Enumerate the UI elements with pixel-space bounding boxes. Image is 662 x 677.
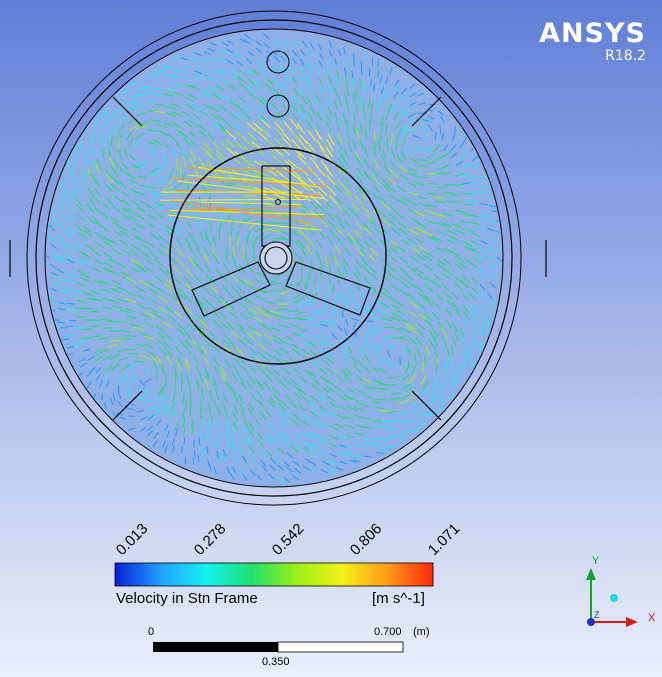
axis-triad[interactable]: Y Z X bbox=[586, 555, 656, 627]
velocity-vector bbox=[374, 130, 375, 141]
legend-bar bbox=[115, 563, 433, 586]
velocity-vector bbox=[200, 431, 201, 440]
axis-label-z: Z bbox=[594, 610, 600, 620]
velocity-vector bbox=[461, 365, 462, 373]
scale-bar bbox=[153, 642, 403, 652]
velocity-vector bbox=[105, 140, 106, 149]
legend-tick-label: 0.278 bbox=[191, 520, 230, 559]
legend-tick-label: 0.542 bbox=[269, 520, 308, 559]
scale-end: 0.700 bbox=[374, 626, 402, 638]
velocity-vector bbox=[199, 438, 200, 445]
velocity-vector bbox=[375, 427, 383, 428]
velocity-vector bbox=[193, 458, 194, 465]
velocity-vector bbox=[145, 87, 154, 88]
velocity-vector bbox=[389, 429, 397, 430]
color-legend: 0.013 0.278 0.542 0.806 1.071 bbox=[113, 520, 464, 586]
velocity-vector bbox=[207, 214, 208, 222]
velocity-vector bbox=[77, 317, 86, 318]
axis-label-y: Y bbox=[592, 555, 600, 567]
legend-tick-label: 0.013 bbox=[113, 520, 152, 559]
legend-tick-label: 1.071 bbox=[425, 520, 464, 559]
velocity-vector bbox=[374, 439, 382, 440]
velocity-vector bbox=[148, 187, 157, 188]
legend-tick-label: 0.806 bbox=[347, 520, 386, 559]
velocity-vector bbox=[137, 167, 146, 168]
legend-title: Velocity in Stn Frame bbox=[116, 590, 258, 607]
velocity-vector bbox=[356, 88, 357, 98]
velocity-vector bbox=[145, 92, 154, 93]
scale-mid: 0.350 bbox=[262, 656, 290, 668]
velocity-vector bbox=[371, 113, 372, 123]
velocity-vector bbox=[435, 132, 436, 140]
velocity-vector bbox=[361, 61, 362, 69]
scale-unit: (m) bbox=[413, 626, 430, 638]
scale-start: 0 bbox=[148, 626, 154, 638]
velocity-vector bbox=[480, 204, 488, 205]
velocity-vector bbox=[166, 373, 167, 383]
velocity-vector bbox=[75, 149, 76, 158]
velocity-vector bbox=[158, 71, 167, 72]
legend-unit: [m s^-1] bbox=[372, 590, 425, 607]
velocity-vector bbox=[425, 356, 426, 366]
ansys-logo: ANSYS R18.2 bbox=[539, 20, 646, 64]
velocity-vector bbox=[388, 447, 396, 448]
velocity-vector bbox=[372, 443, 380, 444]
axis-label-x: X bbox=[648, 612, 656, 624]
velocity-vector bbox=[75, 328, 83, 329]
velocity-vector bbox=[219, 230, 220, 240]
velocity-vector bbox=[289, 311, 299, 312]
velocity-vector bbox=[327, 321, 335, 322]
velocity-vector bbox=[428, 184, 438, 185]
brand-version: R18.2 bbox=[539, 48, 646, 64]
velocity-vector bbox=[266, 282, 276, 283]
brand-name: ANSYS bbox=[539, 20, 646, 48]
velocity-vector bbox=[294, 318, 303, 319]
velocity-vector bbox=[190, 407, 191, 417]
